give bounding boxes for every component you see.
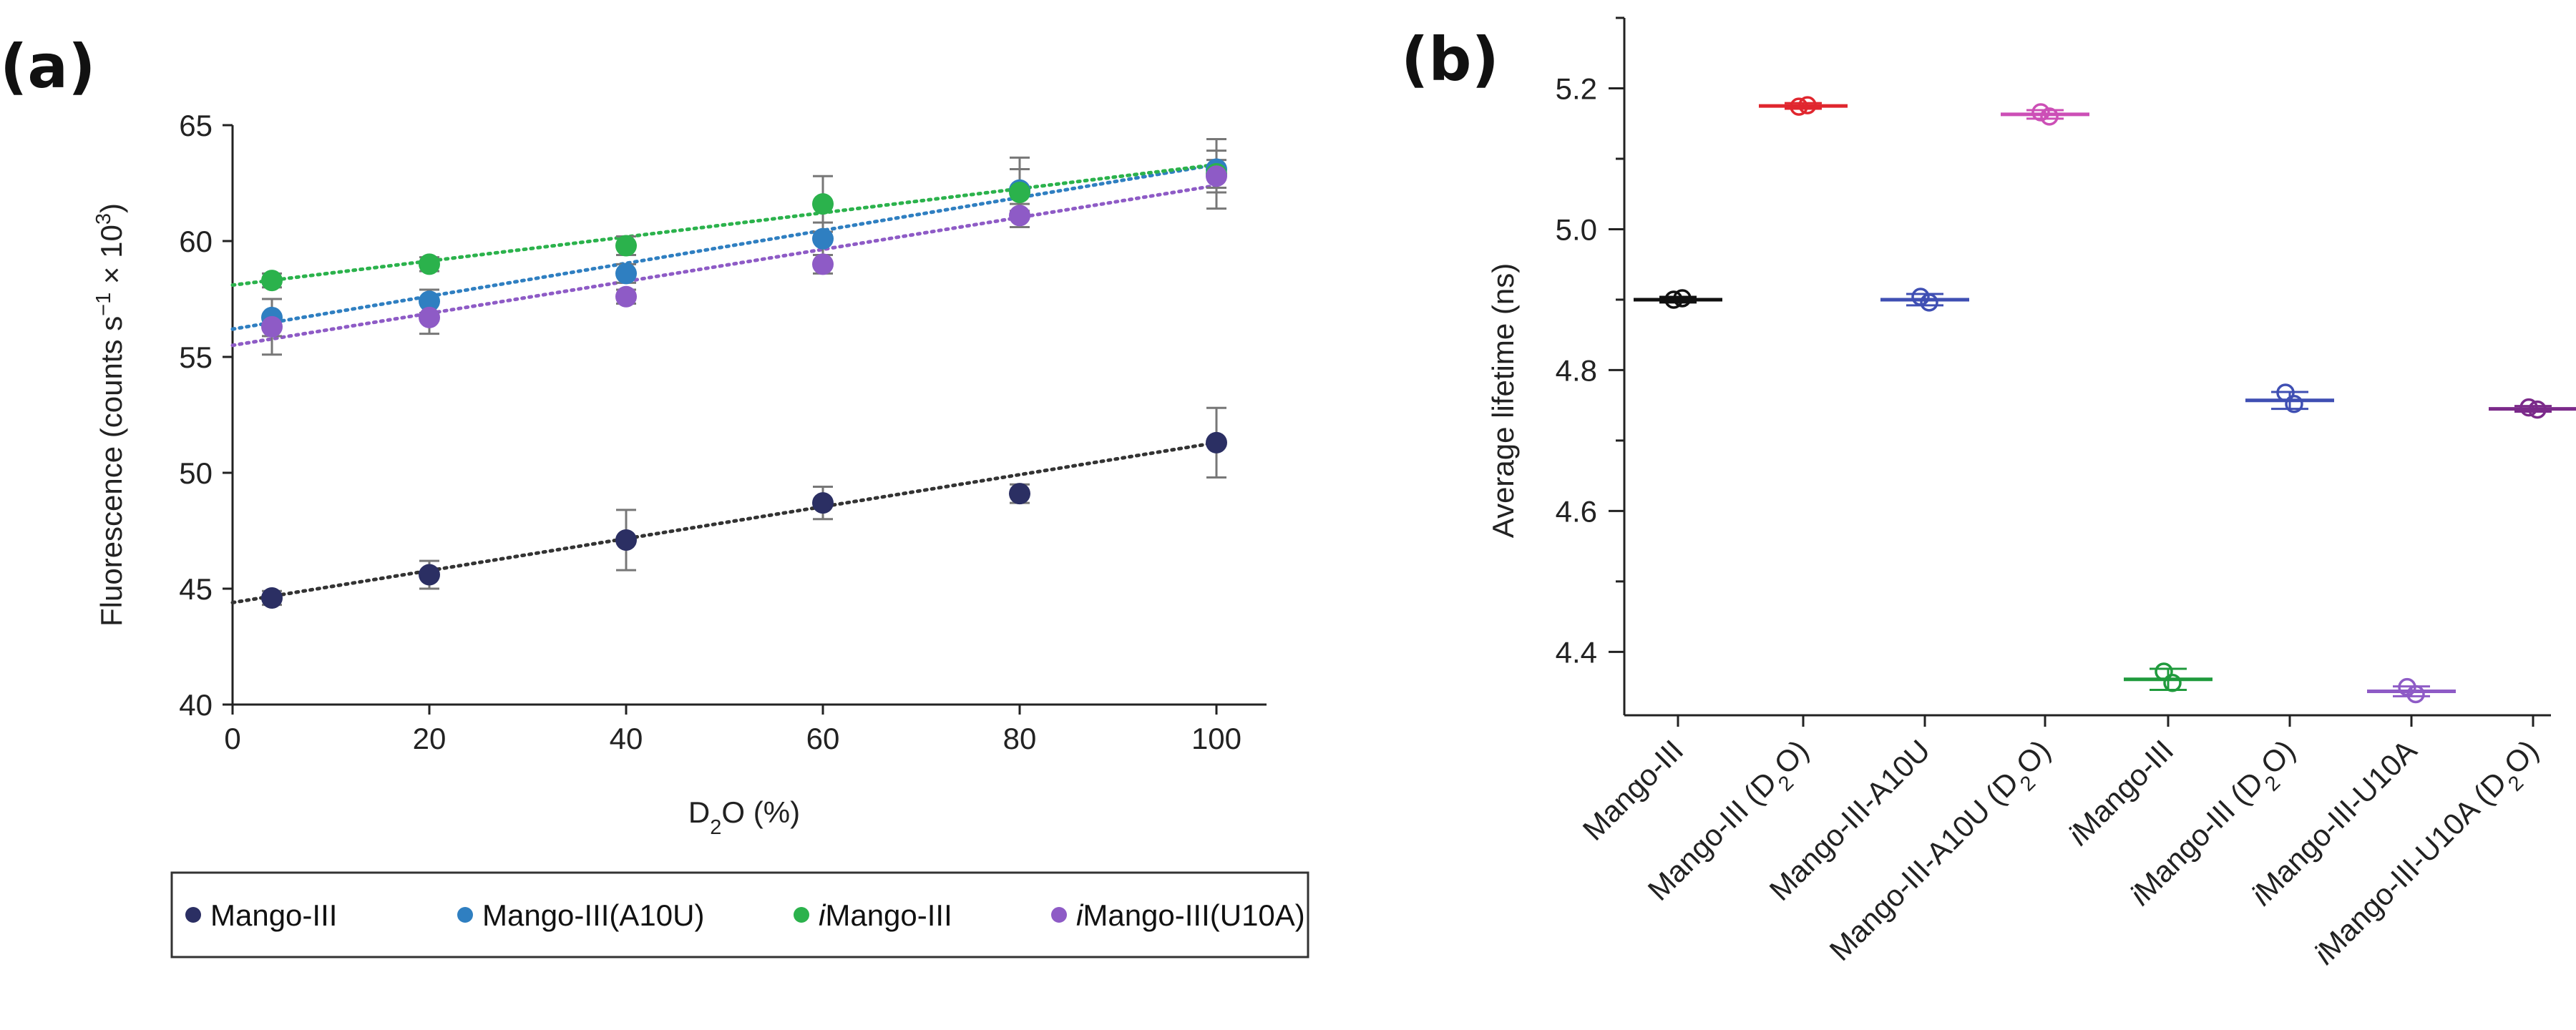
legend-marker	[794, 907, 809, 923]
fit-line	[230, 162, 1219, 288]
y-axis-title-b: Average lifetime (ns)	[1486, 263, 1520, 538]
lifetime-mark	[2245, 383, 2334, 413]
category-label: iMango-III	[2062, 733, 2180, 851]
lifetime-mark	[1634, 289, 1722, 309]
data-point	[812, 227, 834, 250]
data-point	[2285, 394, 2303, 413]
y-tick-label-a: 65	[179, 109, 213, 142]
y-tick-label-a: 40	[179, 688, 213, 722]
lifetime-mark	[2489, 398, 2576, 419]
x-tick-label-a: 60	[806, 722, 840, 755]
x-tick-label-a: 0	[224, 722, 240, 755]
y-tick-label-a: 45	[179, 572, 213, 606]
legend-entry: Mango-III(A10U)	[482, 898, 704, 932]
axis-ticks-b: 4.4 4.6 4.8 5.0 5.2	[1556, 16, 2534, 727]
data-point	[419, 306, 440, 328]
data-point	[1673, 289, 1692, 308]
y-tick-label-a: 55	[179, 340, 213, 374]
legend-entry: iMango-III(U10A)	[1076, 898, 1305, 932]
legend-marker	[1051, 907, 1067, 923]
data-point	[2040, 107, 2059, 126]
data-point	[2406, 685, 2425, 704]
y-tick-label-b: 5.2	[1556, 72, 1597, 105]
y-axis-title-a: Fluorescence (counts s−1 × 103)	[92, 203, 128, 627]
category-label: iMango-III-U10A (D2O)	[2308, 733, 2552, 978]
data-marks-b	[1634, 96, 2576, 704]
panel-label-b: (b)	[1401, 24, 1499, 94]
data-point	[615, 529, 637, 551]
data-point	[1798, 96, 1817, 114]
fit-line	[230, 183, 1219, 348]
data-point	[812, 492, 834, 514]
y-tick-label-a: 50	[179, 456, 213, 490]
y-tick-label-b: 5.0	[1556, 212, 1597, 246]
data-point	[261, 587, 283, 609]
x-tick-label-a: 80	[1003, 722, 1037, 755]
data-point	[419, 253, 440, 275]
data-point	[419, 290, 440, 313]
y-tick-label-b: 4.8	[1556, 353, 1597, 387]
legend: Mango-III Mango-III(A10U) iMango-III iMango…	[170, 871, 1309, 958]
data-point	[1009, 181, 1030, 203]
y-tick-label-b: 4.6	[1556, 494, 1597, 528]
fit-line	[230, 441, 1219, 604]
x-tick-label-a: 40	[610, 722, 643, 755]
data-point	[2163, 673, 2182, 692]
data-point	[615, 285, 637, 308]
data-point	[615, 235, 637, 257]
data-point	[1206, 165, 1227, 187]
data-point	[1664, 290, 1683, 309]
data-point	[1920, 293, 1938, 312]
category-label: Mango-III-A10U (D2O)	[1823, 733, 2064, 974]
x-tick-label-a: 100	[1191, 722, 1241, 755]
panel-label-a: (a)	[0, 31, 95, 102]
data-point	[2519, 398, 2538, 417]
legend-entry: iMango-III	[819, 898, 952, 932]
lifetime-mark	[1880, 288, 1969, 312]
x-axis-title-a: D2O (%)	[688, 795, 800, 839]
legend-box	[170, 871, 1309, 958]
data-point	[812, 253, 834, 275]
data-point	[1790, 97, 1808, 116]
x-tick-label-a: 20	[413, 722, 447, 755]
data-point	[2155, 662, 2173, 681]
data-point	[419, 564, 440, 586]
legend-marker	[185, 907, 201, 923]
fluorescence-chart: 0 20 40 60 80 100 40 45 50 55 60 65 Fluorescence (c…	[92, 109, 1309, 958]
legend-entry: Mango-III	[210, 898, 337, 932]
data-point	[2031, 103, 2050, 122]
y-tick-label-b: 4.4	[1556, 635, 1597, 669]
lifetime-mark	[2001, 103, 2089, 126]
data-point	[2276, 383, 2295, 402]
fit-lines-a	[230, 162, 1219, 604]
data-point	[261, 270, 283, 292]
category-label: Mango-III	[1576, 733, 1690, 847]
y-tick-label-a: 60	[179, 225, 213, 258]
data-point	[615, 263, 637, 285]
data-point	[2528, 400, 2547, 419]
lifetime-mark	[2124, 662, 2212, 692]
data-point	[1009, 483, 1030, 505]
data-point	[1009, 205, 1030, 227]
fit-line	[230, 162, 1219, 331]
data-point	[261, 315, 283, 338]
legend-marker	[457, 907, 473, 923]
lifetime-mark	[2367, 677, 2456, 704]
lifetime-mark	[1759, 96, 1848, 116]
data-points-a	[261, 158, 1227, 609]
axis-ticks-a: 0 20 40 60 80 100 40 45 50 55 60 65	[179, 109, 1241, 755]
data-point	[812, 193, 834, 215]
data-point	[1206, 431, 1227, 453]
